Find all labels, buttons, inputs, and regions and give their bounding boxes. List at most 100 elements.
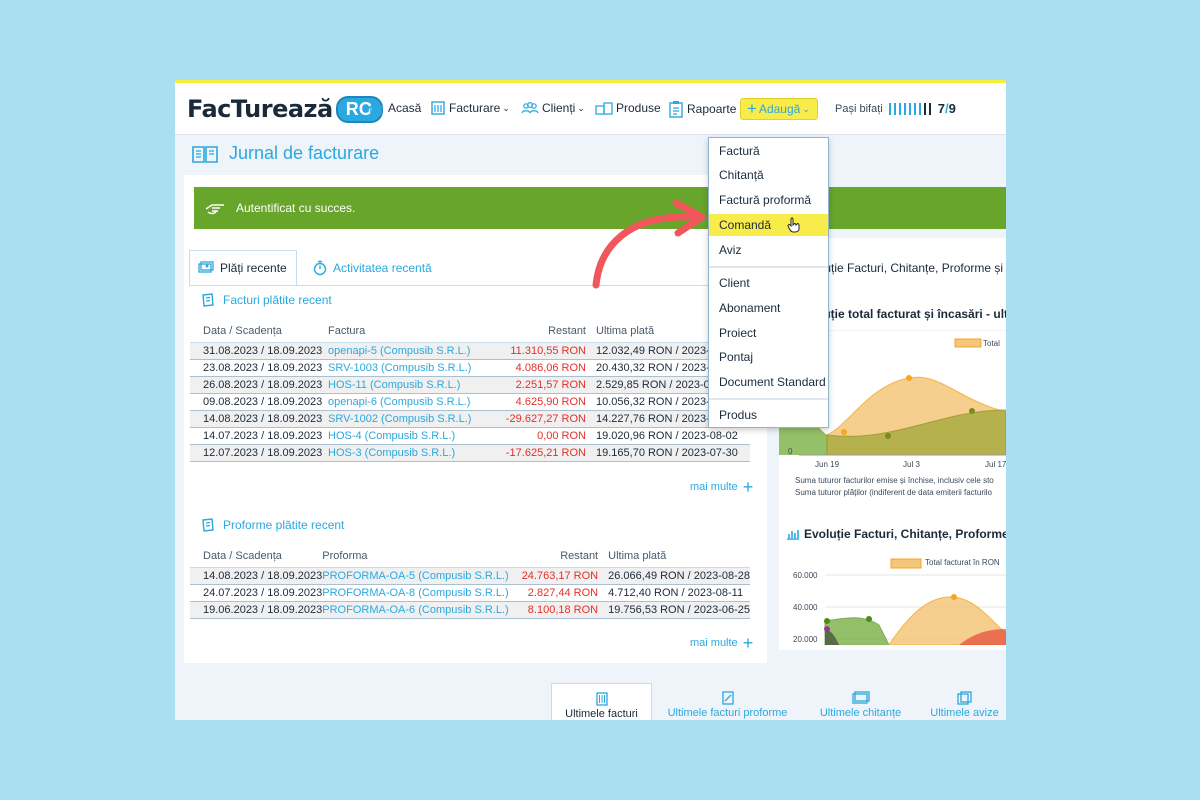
- row-doc-link[interactable]: PROFORMA-OA-6 (Compusib S.R.L.): [322, 601, 509, 619]
- nav-home-label: Acasă: [388, 101, 422, 115]
- table-row: 23.08.2023 / 18.09.2023 SRV-1003 (Compusi…: [190, 359, 750, 377]
- invoices-more-link[interactable]: mai multe +: [690, 478, 753, 496]
- menu-item-delivery-note[interactable]: Aviz: [719, 243, 742, 257]
- menu-item-subscription[interactable]: Abonament: [719, 301, 781, 315]
- row-last-payment: 19.165,70 RON / 2023-07-30: [596, 444, 750, 462]
- chart2-red-area: [959, 629, 1006, 645]
- invoices-table: Data / Scadența Factura Restant Ultima p…: [190, 320, 750, 462]
- page-title-text: Jurnal de facturare: [229, 143, 380, 163]
- users-icon: [521, 101, 539, 114]
- pointing-hand-icon: [205, 204, 224, 215]
- chart1-olive-area: [826, 409, 1006, 456]
- menu-item-client[interactable]: Client: [719, 276, 750, 290]
- chevron-down-icon: ⌄: [502, 102, 510, 113]
- nav-reports[interactable]: Rapoarte: [668, 100, 736, 118]
- page-title: Jurnal de facturare: [191, 143, 379, 164]
- row-due: 11.310,55 RON: [496, 342, 596, 360]
- chart2-green-area: [824, 617, 890, 645]
- menu-item-timesheet[interactable]: Pontaj: [719, 350, 754, 364]
- row-doc-link[interactable]: openapi-6 (Compusib S.R.L.): [328, 393, 496, 411]
- home-icon: [368, 101, 384, 115]
- table-row: 14.08.2023 / 18.09.2023 PROFORMA-OA-5 (Co…: [190, 567, 750, 585]
- proformas-more-link[interactable]: mai multe +: [690, 634, 753, 652]
- steps-label: Pași bifați: [835, 102, 883, 115]
- col-header[interactable]: Data / Scadența: [190, 545, 323, 568]
- row-doc-link[interactable]: SRV-1002 (Compusib S.R.L.): [328, 410, 496, 428]
- row-date: 14.07.2023 / 18.09.2023: [190, 427, 328, 445]
- chart2-dark-area: [825, 629, 839, 645]
- steps-progress[interactable]: Pași bifați 7/9: [835, 101, 956, 116]
- menu-item-invoice[interactable]: Factură: [719, 144, 760, 158]
- col-header[interactable]: Proforma: [322, 545, 509, 568]
- chart1-tick: Jul 3: [903, 460, 920, 469]
- invoices-section-title-text: Facturi plătite recent: [223, 293, 332, 307]
- col-header[interactable]: Restant: [496, 320, 596, 343]
- chart2-y-tick: 20.000: [793, 635, 818, 644]
- documents-icon: [956, 691, 972, 705]
- row-due: 24.763,17 RON: [508, 567, 609, 585]
- nav-clients[interactable]: Clienți ⌄: [521, 100, 585, 116]
- tab-last-proformas[interactable]: Ultimele facturi proforme: [662, 683, 793, 720]
- row-date: 26.08.2023 / 18.09.2023: [190, 376, 328, 394]
- steps-bar-icon: [888, 102, 931, 115]
- tab-last-invoices[interactable]: Ultimele facturi: [551, 683, 652, 720]
- journal-icon: [192, 145, 218, 163]
- row-date: 14.08.2023 / 18.09.2023: [190, 410, 328, 428]
- col-header[interactable]: Factura: [328, 320, 496, 343]
- chart2-point: [824, 626, 830, 632]
- chart2-title-text: Evoluție Facturi, Chitanțe, Proforme și …: [804, 527, 1006, 541]
- menu-item-receipt[interactable]: Chitanță: [719, 168, 764, 182]
- chart2-title: Evoluție Facturi, Chitanțe, Proforme și …: [786, 527, 1006, 541]
- chart2-point: [866, 616, 872, 622]
- row-date: 31.08.2023 / 18.09.2023: [190, 342, 328, 360]
- row-doc-link[interactable]: HOS-11 (Compusib S.R.L.): [328, 376, 496, 394]
- row-doc-link[interactable]: PROFORMA-OA-8 (Compusib S.R.L.): [322, 584, 509, 602]
- panel-title: oluție Facturi, Chitanțe, Proforme și: [815, 261, 1004, 275]
- invoice-money-icon: [202, 293, 214, 307]
- row-doc-link[interactable]: PROFORMA-OA-5 (Compusib S.R.L.): [322, 567, 509, 585]
- row-doc-link[interactable]: SRV-1003 (Compusib S.R.L.): [328, 359, 496, 377]
- menu-item-order[interactable]: Comandă: [709, 214, 828, 236]
- app-screenshot: FacTurează RO Acasă Facturare ⌄ Clienți …: [175, 80, 1006, 720]
- money-icon: [198, 261, 214, 273]
- table-header-row: Data / Scadența Factura Restant Ultima p…: [190, 320, 750, 343]
- logo[interactable]: FacTurează RO: [187, 93, 383, 125]
- col-header[interactable]: Ultima plată: [608, 545, 750, 568]
- tab-divider: [189, 285, 767, 286]
- add-button[interactable]: + Adaugă ⌄: [740, 98, 818, 120]
- col-header[interactable]: Data / Scadența: [190, 320, 328, 343]
- menu-item-product[interactable]: Produs: [719, 408, 758, 422]
- menu-item-project[interactable]: Proiect: [719, 326, 757, 340]
- row-doc-link[interactable]: openapi-5 (Compusib S.R.L.): [328, 342, 496, 360]
- more-label: mai multe: [690, 637, 738, 649]
- menu-item-order-label: Comandă: [719, 218, 772, 232]
- menu-item-standard-document[interactable]: Document Standard: [719, 375, 826, 389]
- success-alert-text: Autentificat cu succes.: [236, 201, 356, 215]
- invoice-icon: [595, 692, 608, 706]
- row-date: 12.07.2023 / 18.09.2023: [190, 444, 328, 462]
- row-due: 0,00 RON: [496, 427, 596, 445]
- row-last-payment: 4.712,40 RON / 2023-08-11: [608, 584, 750, 602]
- nav-invoicing[interactable]: Facturare ⌄: [430, 100, 510, 116]
- success-alert: Autentificat cu succes.: [194, 187, 1006, 229]
- tab-last-delivery-notes[interactable]: Ultimele avize: [923, 683, 1006, 720]
- chart1-tick: Jun 19: [815, 460, 840, 469]
- row-due: 2.827,44 RON: [508, 584, 609, 602]
- tab-last-receipts[interactable]: Ultimele chitanțe: [808, 683, 913, 720]
- row-doc-link[interactable]: HOS-4 (Compusib S.R.L.): [328, 427, 496, 445]
- tab-label: Ultimele facturi: [565, 708, 638, 720]
- logo-text: FacTurează: [187, 95, 333, 123]
- nav-home[interactable]: Acasă: [367, 100, 421, 116]
- invoices-section-title: Facturi plătite recent: [201, 293, 332, 307]
- tab-recent-payments[interactable]: Plăți recente: [189, 250, 297, 286]
- header: FacTurează RO Acasă Facturare ⌄ Clienți …: [175, 83, 1006, 135]
- row-date: 19.06.2023 / 18.09.2023: [190, 601, 323, 619]
- annotation-arrow-icon: [592, 199, 706, 289]
- chart1-legend-label: Total: [983, 339, 1000, 348]
- nav-products[interactable]: Produse: [595, 100, 661, 116]
- tab-recent-activity[interactable]: Activitatea recentă: [305, 250, 440, 286]
- row-due: 4.086,06 RON: [496, 359, 596, 377]
- menu-item-proforma[interactable]: Factură proformă: [719, 193, 812, 207]
- row-doc-link[interactable]: HOS-3 (Compusib S.R.L.): [328, 444, 496, 462]
- col-header[interactable]: Restant: [508, 545, 609, 568]
